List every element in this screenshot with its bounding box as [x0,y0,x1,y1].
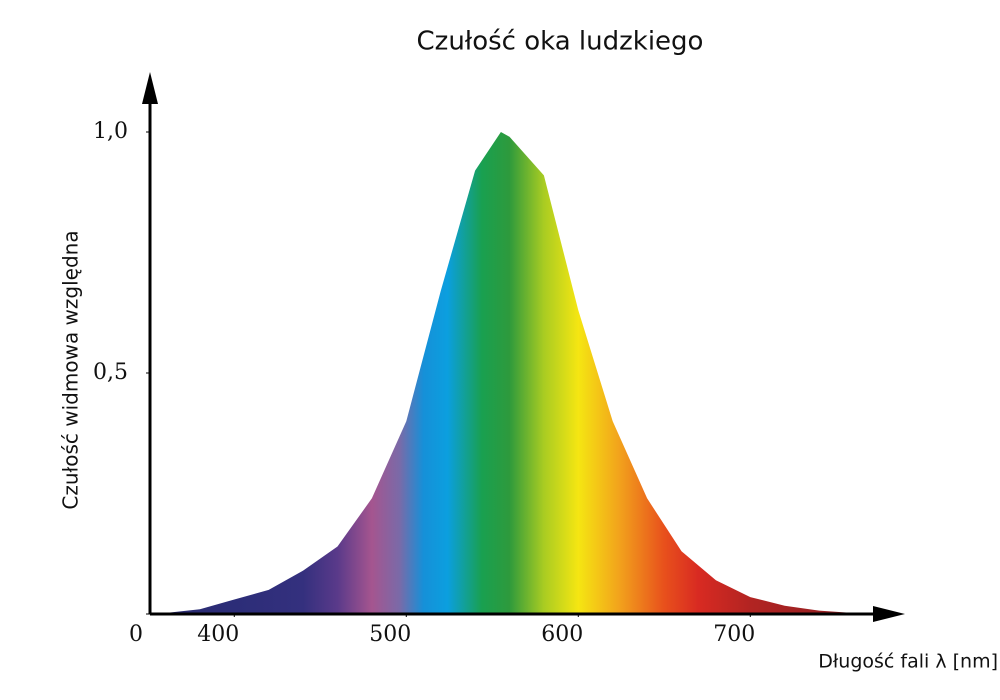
x-tick-label: 700 [713,622,755,647]
plot-area [165,132,854,614]
x-tick-label: 600 [541,622,583,647]
y-axis-label: Czułość widmowa względna [59,230,83,509]
chart-title: Czułość oka ludzkiego [417,27,704,57]
y-axis-arrow [142,72,158,104]
x-axis-arrow [873,606,905,622]
x-tick-label: 500 [369,622,411,647]
y-tick-label: 1,0 [93,119,128,144]
y-tick-label: 0 [129,622,143,647]
y-tick-label: 0,5 [93,360,128,385]
x-tick-label: 400 [197,622,239,647]
x-axis-label: Długość fali λ [nm] [818,651,998,673]
area [165,132,854,614]
